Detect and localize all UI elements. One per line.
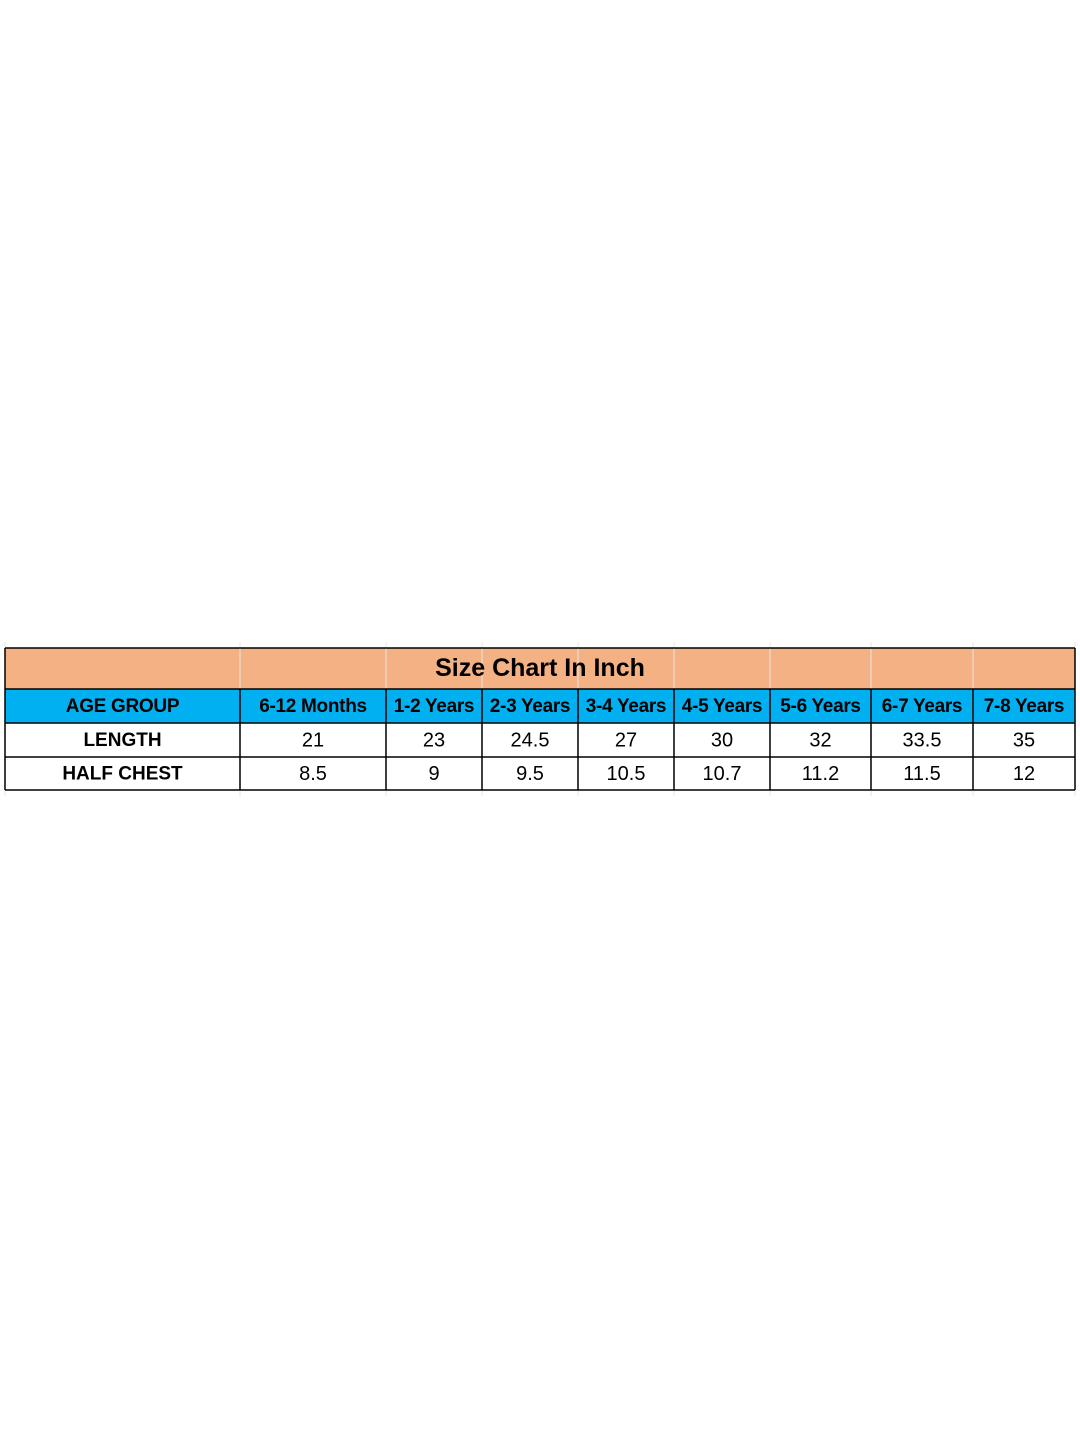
cell-value: 12 [1013, 763, 1035, 785]
header-cell: 3-4 Years [586, 696, 666, 717]
cell-value: 10.5 [607, 763, 646, 785]
cell-value: 33.5 [903, 729, 942, 751]
cell-value: 9.5 [516, 763, 544, 785]
cell-value: 21 [302, 729, 324, 751]
cell-value: 8.5 [299, 763, 327, 785]
table-title: Size Chart In Inch [435, 654, 645, 682]
cell-value: 11.5 [903, 763, 940, 785]
header-row-bg [5, 689, 1075, 723]
header-cell: 2-3 Years [490, 696, 570, 717]
cell-value: 10.7 [703, 763, 742, 785]
cell-value: 11.2 [802, 763, 839, 785]
cell-value: 30 [711, 729, 733, 751]
header-cell: 6-7 Years [882, 696, 962, 717]
header-cell: 5-6 Years [780, 696, 860, 717]
row-label: HALF CHEST [62, 764, 183, 785]
cell-value: 9 [428, 763, 439, 785]
cell-value: 32 [809, 729, 831, 751]
title-row-bg [5, 648, 1075, 689]
cell-value: 27 [615, 729, 637, 751]
header-cell: 1-2 Years [394, 696, 474, 717]
row-label: LENGTH [83, 730, 161, 751]
cell-value: 24.5 [511, 729, 550, 751]
header-cell: 7-8 Years [984, 696, 1064, 717]
header-cell: 4-5 Years [682, 696, 762, 717]
cell-value: 35 [1013, 729, 1035, 751]
header-cell: AGE GROUP [66, 696, 180, 717]
header-cell: 6-12 Months [259, 696, 367, 717]
cell-value: 23 [423, 729, 445, 751]
